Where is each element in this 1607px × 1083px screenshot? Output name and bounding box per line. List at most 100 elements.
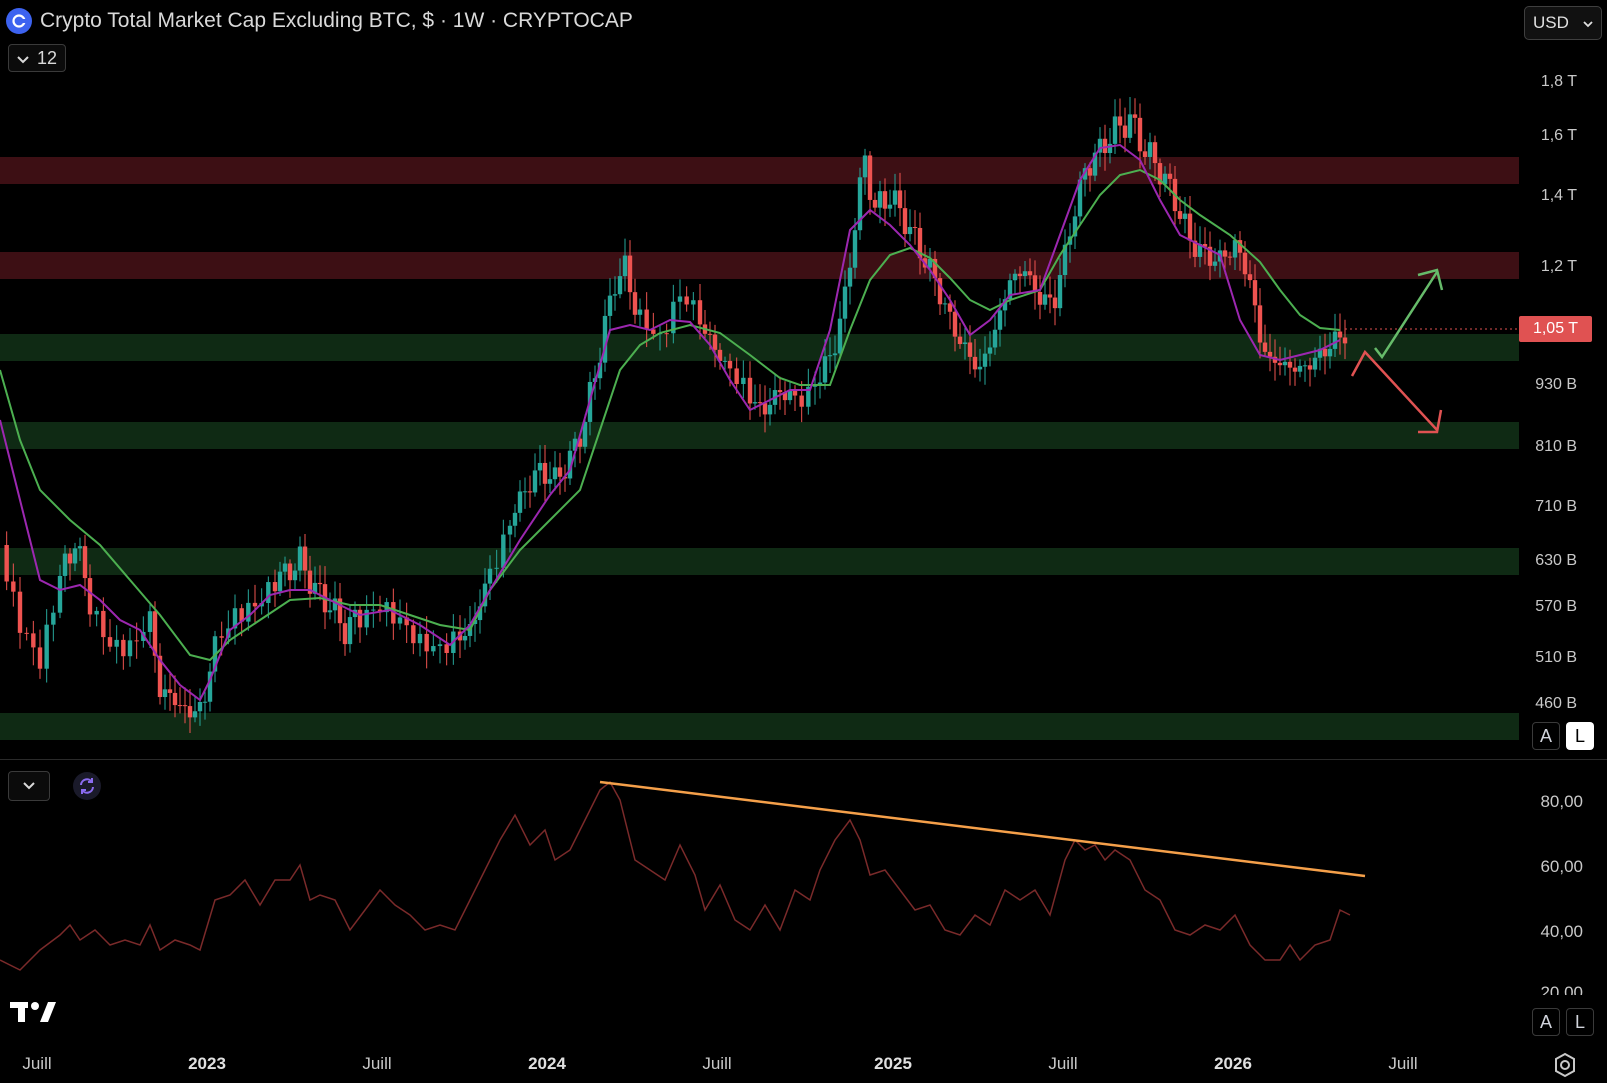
candle-body bbox=[1262, 342, 1268, 352]
candle-body bbox=[1032, 275, 1038, 292]
auto-scale-button[interactable]: A bbox=[1532, 1008, 1560, 1036]
candle-body bbox=[1102, 138, 1108, 154]
legend-collapse-button[interactable]: 12 bbox=[8, 44, 66, 72]
candle-body bbox=[87, 578, 93, 615]
candle-body bbox=[37, 647, 43, 669]
candle-body bbox=[1252, 280, 1258, 306]
candle-body bbox=[327, 610, 333, 613]
candle-body bbox=[727, 360, 733, 369]
candle-body bbox=[62, 553, 68, 576]
candle-body bbox=[757, 402, 763, 404]
candle-body bbox=[192, 711, 198, 718]
candle-body bbox=[792, 390, 798, 396]
current-price-tag: 1,05 T bbox=[1519, 316, 1592, 342]
auto-scale-button[interactable]: A bbox=[1532, 722, 1560, 750]
cryptocap-logo-icon bbox=[6, 8, 32, 34]
candle-body bbox=[157, 655, 163, 698]
candle-body bbox=[1317, 348, 1323, 358]
log-scale-button[interactable]: L bbox=[1566, 1008, 1594, 1036]
candle-body bbox=[317, 582, 323, 585]
candle-body bbox=[1062, 244, 1068, 276]
candle-body bbox=[607, 295, 613, 316]
candle-body bbox=[1342, 337, 1348, 344]
candle-body bbox=[202, 701, 208, 703]
candle-body bbox=[1312, 357, 1318, 370]
candle-body bbox=[482, 583, 488, 607]
candle-body bbox=[1132, 114, 1138, 118]
candle-body bbox=[424, 633, 429, 652]
candle-body bbox=[637, 309, 643, 315]
candle-body bbox=[917, 227, 923, 259]
candle-body bbox=[44, 624, 49, 669]
candle-body bbox=[397, 617, 403, 624]
indicator-collapse-button[interactable] bbox=[8, 771, 50, 801]
candle-body bbox=[937, 278, 943, 305]
candle-body bbox=[94, 610, 99, 615]
gear-icon[interactable] bbox=[1552, 1052, 1578, 1078]
resistance-zone-upper bbox=[0, 157, 1519, 184]
candle-body bbox=[72, 548, 78, 564]
candle-body bbox=[517, 491, 523, 513]
candle-body bbox=[1327, 348, 1333, 357]
bearish-scenario-arrow bbox=[1350, 349, 1438, 431]
currency-select[interactable]: USD bbox=[1524, 6, 1602, 40]
candle-body bbox=[552, 467, 558, 480]
candle-body bbox=[527, 491, 533, 493]
candle-body bbox=[684, 296, 689, 305]
candle-body bbox=[1282, 361, 1288, 366]
candle-body bbox=[1297, 365, 1303, 372]
candle-body bbox=[501, 534, 506, 568]
candle-body bbox=[892, 190, 898, 205]
candle-body bbox=[952, 311, 958, 337]
candle-body bbox=[644, 309, 649, 330]
time-label-year: 2023 bbox=[188, 1054, 226, 1073]
chevron-down-icon bbox=[1583, 13, 1593, 33]
tradingview-logo-icon[interactable] bbox=[10, 1000, 56, 1029]
candle-body bbox=[51, 612, 56, 625]
candle-body bbox=[1037, 291, 1043, 305]
candle-body bbox=[17, 591, 23, 633]
candle-body bbox=[787, 390, 793, 401]
candle-body bbox=[612, 294, 618, 296]
log-scale-button[interactable]: L bbox=[1566, 722, 1594, 750]
candle-body bbox=[1127, 114, 1133, 138]
candle-body bbox=[664, 333, 669, 335]
candle-body bbox=[741, 377, 746, 385]
candle-body bbox=[907, 227, 913, 235]
candle-body bbox=[997, 310, 1003, 330]
price-label: 810 B bbox=[1535, 438, 1577, 455]
candle-body bbox=[992, 329, 998, 348]
moving-average-fast bbox=[0, 143, 1341, 702]
candle-body bbox=[1222, 250, 1228, 257]
candle-body bbox=[437, 644, 443, 647]
candle-body bbox=[1057, 275, 1063, 309]
candle-body bbox=[1182, 213, 1188, 219]
candle-body bbox=[1337, 331, 1343, 338]
refresh-icon[interactable] bbox=[73, 772, 101, 800]
candle-body bbox=[1077, 179, 1083, 217]
resistance-zone-lower bbox=[0, 252, 1519, 279]
candle-body bbox=[577, 438, 583, 447]
support-zone-3 bbox=[0, 548, 1519, 575]
symbol-header[interactable]: Crypto Total Market Cap Excluding BTC, $… bbox=[6, 6, 633, 36]
candle-body bbox=[622, 255, 628, 277]
candle-body bbox=[391, 602, 396, 624]
candle-body bbox=[77, 546, 83, 549]
candle-body bbox=[307, 570, 313, 594]
candle-body bbox=[82, 546, 88, 579]
time-label: Juill bbox=[1048, 1054, 1078, 1073]
candle-body bbox=[252, 602, 258, 607]
candle-body bbox=[404, 617, 409, 626]
candle-body bbox=[877, 191, 883, 208]
candle-body bbox=[817, 382, 823, 386]
candle-body bbox=[1007, 280, 1013, 300]
candle-body bbox=[1267, 351, 1273, 357]
candle-body bbox=[197, 701, 203, 712]
pane-divider[interactable] bbox=[0, 759, 1607, 760]
bullish-scenario-arrow bbox=[1374, 271, 1439, 360]
candle-body bbox=[1177, 211, 1183, 219]
candle-body bbox=[1227, 256, 1233, 258]
candle-body bbox=[1212, 261, 1218, 266]
candle-body bbox=[172, 692, 178, 706]
